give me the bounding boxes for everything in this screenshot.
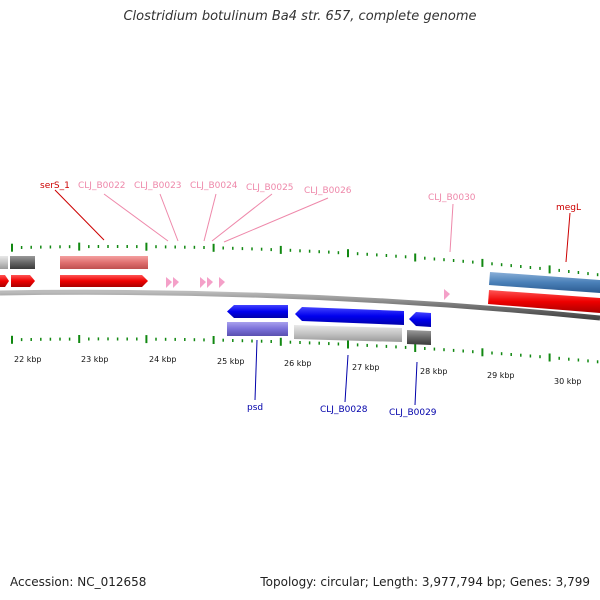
gene-feature-b0029-grey[interactable] xyxy=(407,330,431,345)
leader-b0025 xyxy=(211,193,273,242)
leader-psd xyxy=(254,339,258,401)
gene-label-b0022[interactable]: CLJ_B0022 xyxy=(78,181,126,191)
gene-feature-b0029-blue[interactable] xyxy=(409,312,431,327)
gene-feature-b0028-grey[interactable] xyxy=(294,325,402,342)
gene-feature-serS-pink[interactable] xyxy=(60,256,148,269)
chromosome-backbone xyxy=(0,289,600,321)
gene-feature-megL-steel[interactable] xyxy=(489,272,600,293)
leader-megL xyxy=(565,212,571,263)
gene-feature-red-left-1[interactable] xyxy=(0,275,9,287)
leader-b0028 xyxy=(344,354,349,403)
leader-b0023 xyxy=(159,193,179,242)
gene-feature-red-left-2[interactable] xyxy=(11,275,35,287)
gene-feature-serS-red[interactable] xyxy=(60,275,148,287)
accession-text: Accession: NC_012658 xyxy=(10,575,147,589)
leader-b0030 xyxy=(449,203,454,253)
scale-label-26: 26 kbp xyxy=(284,359,312,368)
leader-b0024 xyxy=(203,193,217,242)
leader-serS_1 xyxy=(54,189,105,241)
trna-marker-3[interactable] xyxy=(200,277,206,288)
scale-label-23: 23 kbp xyxy=(81,355,109,364)
gene-label-b0029[interactable]: CLJ_B0029 xyxy=(389,408,437,418)
gene-feature-psd-lavender[interactable] xyxy=(227,322,288,336)
upper-tick-track xyxy=(11,242,599,277)
leader-b0029 xyxy=(414,361,418,406)
gene-label-serS_1[interactable]: serS_1 xyxy=(40,181,70,191)
trna-marker-2[interactable] xyxy=(173,277,179,288)
scale-label-25: 25 kbp xyxy=(217,357,245,366)
gene-label-b0024[interactable]: CLJ_B0024 xyxy=(190,181,238,191)
gene-label-b0030[interactable]: CLJ_B0030 xyxy=(428,193,476,203)
trna-marker-4[interactable] xyxy=(207,277,213,288)
scale-label-27: 27 kbp xyxy=(352,363,380,372)
map-title: Clostridium botulinum Ba4 str. 657, comp… xyxy=(123,9,477,24)
scale-label-29: 29 kbp xyxy=(487,371,515,380)
gene-feature-psd-blue[interactable] xyxy=(227,305,288,318)
gene-label-b0026[interactable]: CLJ_B0026 xyxy=(304,186,352,196)
scale-label-22: 22 kbp xyxy=(14,355,42,364)
scale-label-30: 30 kbp xyxy=(554,377,582,386)
gene-feature-grey-dark[interactable] xyxy=(10,256,35,269)
trna-marker-5[interactable] xyxy=(219,277,225,288)
gene-label-megL[interactable]: megL xyxy=(556,203,581,213)
gene-feature-megL-red[interactable] xyxy=(488,290,600,313)
trna-marker-1[interactable] xyxy=(166,277,172,288)
leader-b0026 xyxy=(223,197,329,243)
gene-feature-grey-light[interactable] xyxy=(0,256,8,269)
gene-label-b0023[interactable]: CLJ_B0023 xyxy=(134,181,182,191)
gene-label-psd[interactable]: psd xyxy=(247,403,263,413)
gene-label-b0025[interactable]: CLJ_B0025 xyxy=(246,183,294,193)
scale-label-24: 24 kbp xyxy=(149,355,177,364)
leader-b0022 xyxy=(103,193,169,242)
scale-label-28: 28 kbp xyxy=(420,367,448,376)
genome-summary-text: Topology: circular; Length: 3,977,794 bp… xyxy=(260,575,590,589)
lower-tick-track xyxy=(11,335,599,364)
gene-feature-b0028-blue[interactable] xyxy=(295,307,404,325)
gene-label-b0028[interactable]: CLJ_B0028 xyxy=(320,405,368,415)
trna-marker-6[interactable] xyxy=(444,289,450,300)
